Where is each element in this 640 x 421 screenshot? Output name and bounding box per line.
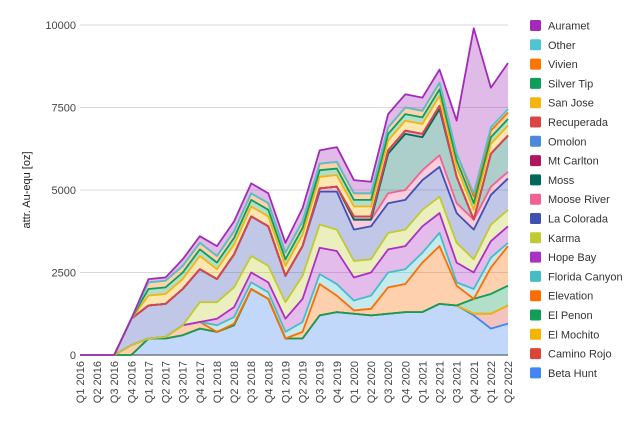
legend-label-elevation: Elevation: [548, 291, 593, 303]
legend-swatch-el-mochito: [530, 328, 541, 340]
area-series-group: [80, 28, 508, 356]
legend-label-moose-river: Moose River: [548, 194, 610, 206]
legend-swatch-recuperada: [530, 116, 541, 128]
x-tick-label: Q1 2016: [75, 361, 87, 403]
legend-swatch-omolon: [530, 135, 541, 147]
area-aurament: [80, 28, 508, 356]
x-tick-label: Q2 2022: [503, 361, 515, 403]
legend-label-other: Other: [548, 40, 576, 52]
x-tick-label: Q3 2017: [178, 361, 190, 403]
legend-label-san-jose: San Jose: [548, 98, 594, 110]
x-tick-label: Q2 2018: [229, 361, 241, 403]
x-tick-label: Q3 2018: [246, 361, 258, 403]
legend-swatch-beta-hunt: [530, 367, 541, 379]
legend-label-la-colorada: La Colorada: [548, 214, 609, 226]
x-tick-label: Q4 2017: [195, 361, 207, 403]
x-axis: Q1 2016 Q2 2016 Q3 2016 Q4 2016 Q1 2017 Q2 20…: [75, 361, 515, 403]
legend-label-silver-tip: Silver Tip: [548, 78, 593, 90]
line-other: [80, 81, 509, 356]
legend-swatch-silver-tip: [530, 77, 541, 89]
area-karma: [80, 196, 508, 355]
y-tick-label: 0: [70, 350, 76, 362]
x-tick-label: Q2 2020: [366, 361, 378, 403]
legend-label-vivien: Vivien: [548, 59, 578, 71]
line-san-jose: [80, 95, 509, 356]
x-tick-label: Q4 2018: [263, 361, 275, 403]
legend-label-karma: Karma: [548, 233, 581, 245]
legend: Auramet Other Vivien Silver Tip San Jose Recu…: [530, 20, 623, 380]
x-tick-label: Q1 2017: [143, 361, 155, 403]
legend-swatch-florida-canyon: [530, 270, 541, 282]
y-axis-title: attr. Au-equ [oz]: [21, 151, 33, 228]
line-karma: [80, 195, 509, 356]
area-hope-bay: [80, 213, 508, 355]
legend-label-moss: Moss: [548, 175, 575, 187]
x-tick-label: Q4 2019: [332, 361, 344, 403]
legend-swatch-san-jose: [530, 97, 541, 109]
line-silver-tip: [80, 88, 509, 356]
line-recuperada: [80, 104, 509, 356]
legend-label-mt-carlton: Mt Carlton: [548, 156, 599, 168]
x-tick-label: Q2 2021: [435, 361, 447, 403]
series-lines-group: [80, 27, 509, 356]
y-tick-label: 5000: [52, 185, 76, 197]
line-aurament: [80, 27, 509, 356]
x-tick-label: Q4 2020: [400, 361, 412, 403]
legend-swatch-karma: [530, 232, 541, 244]
y-tick-label: 10000: [45, 20, 76, 32]
legend-label-el-mochito: El Mochito: [548, 329, 599, 341]
area-elevation: [80, 246, 508, 355]
legend-swatch-camino-rojo: [530, 348, 541, 360]
legend-label-florida-canyon: Florida Canyon: [548, 271, 623, 283]
x-tick-label: Q1 2018: [212, 361, 224, 403]
x-tick-label: Q4 2016: [126, 361, 138, 403]
legend-label-omolon: Omolon: [548, 136, 587, 148]
legend-label-el-penon: El Penon: [548, 310, 593, 322]
legend-swatch-other: [530, 39, 541, 51]
area-moss: [80, 109, 508, 356]
x-tick-label: Q1 2019: [280, 361, 292, 403]
legend-label-auramet: Auramet: [548, 21, 590, 33]
y-tick-label: 7500: [52, 103, 76, 115]
x-tick-label: Q4 2021: [469, 361, 481, 403]
x-tick-label: Q2 2019: [298, 361, 310, 403]
legend-label-hope-bay: Hope Bay: [548, 252, 597, 264]
legend-swatch-hope-bay: [530, 251, 541, 263]
legend-swatch-moss: [530, 174, 541, 186]
x-tick-label: Q1 2022: [486, 361, 498, 403]
legend-swatch-el-penon: [530, 309, 541, 321]
x-tick-label: Q1 2021: [417, 361, 429, 403]
legend-label-recuperada: Recuperada: [548, 117, 609, 129]
legend-label-beta-hunt: Beta Hunt: [548, 368, 597, 380]
area-florida-canyon: [80, 232, 508, 355]
y-axis: 0 2500 5000 7500 10000: [45, 20, 76, 362]
legend-label-camino-rojo: Camino Rojo: [548, 349, 612, 361]
legend-swatch-la-colorada: [530, 213, 541, 224]
x-tick-label: Q2 2017: [161, 361, 173, 403]
x-tick-label: Q3 2016: [109, 361, 121, 403]
legend-swatch-elevation: [530, 290, 541, 302]
x-tick-label: Q2 2016: [92, 361, 104, 403]
x-tick-label: Q3 2020: [383, 361, 395, 403]
x-tick-label: Q1 2020: [349, 361, 361, 403]
legend-swatch-moose-river: [530, 193, 541, 205]
area-beta-hunt: [80, 289, 508, 355]
legend-swatch-auramet: [530, 20, 541, 31]
x-tick-label: Q3 2021: [452, 361, 464, 403]
y-tick-label: 2500: [52, 268, 76, 280]
gridlines: [80, 24, 508, 356]
legend-swatch-mt-carlton: [530, 155, 541, 167]
legend-swatch-vivien: [530, 58, 541, 70]
x-tick-label: Q3 2019: [315, 361, 327, 403]
